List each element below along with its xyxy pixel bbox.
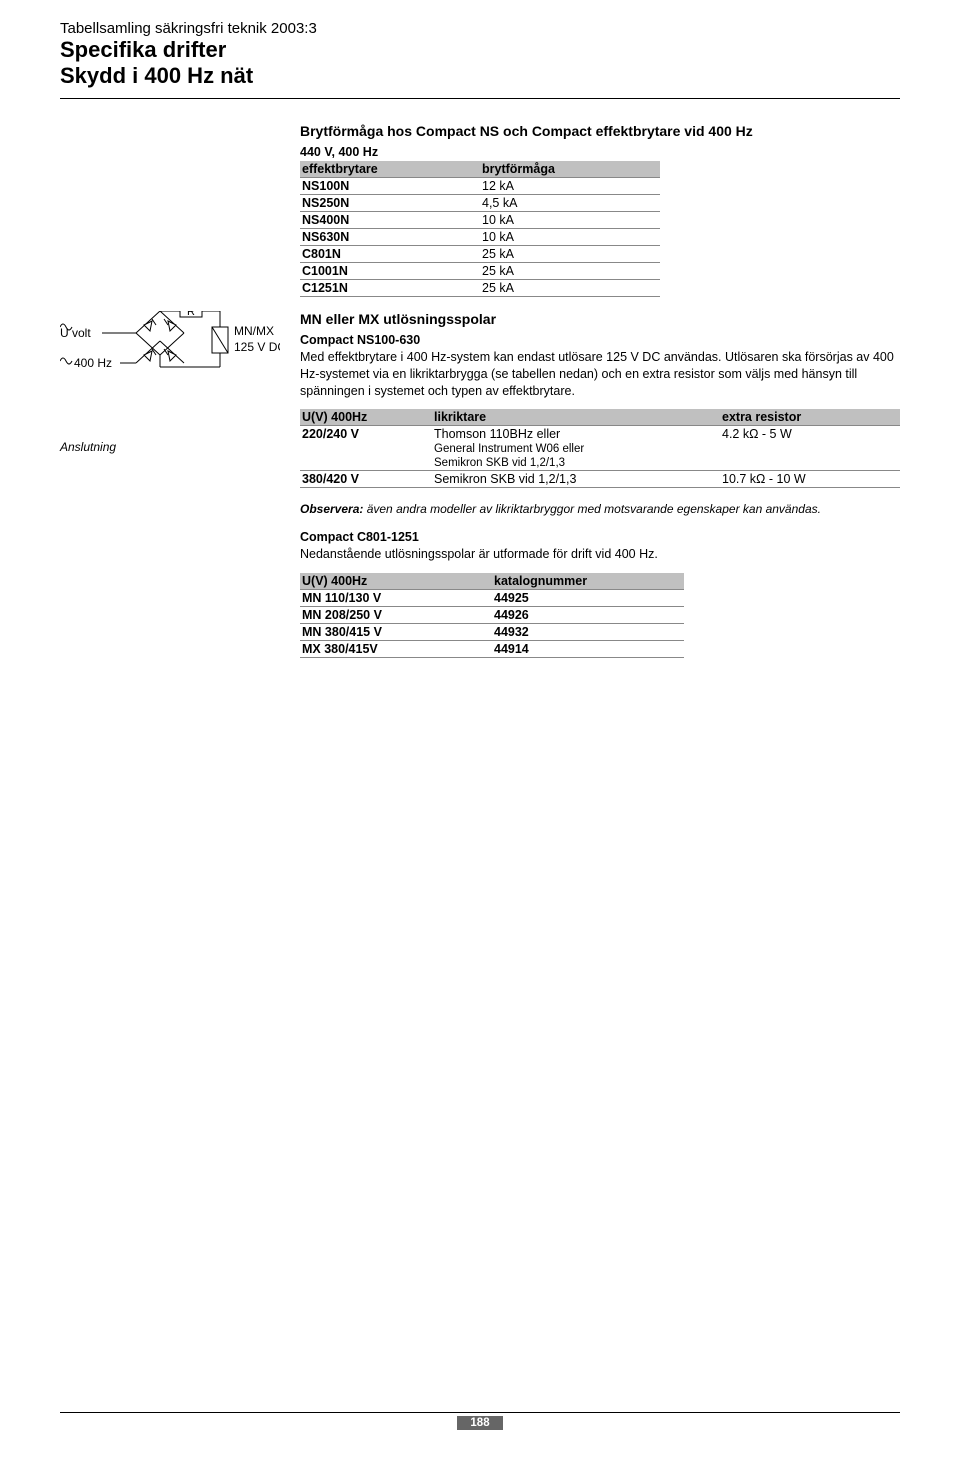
col-header: U(V) 400Hz [300, 573, 492, 590]
circuit-svg: U volt 400 Hz [60, 311, 280, 431]
connection-label: Anslutning [60, 440, 290, 454]
left-column: U volt 400 Hz [60, 123, 290, 454]
vdc-label: 125 V DC [234, 340, 280, 354]
rectifier-table: U(V) 400Hz likriktare extra resistor 220… [300, 409, 900, 488]
table-row: MN 110/130 V44925 [300, 590, 684, 607]
sup-title: Tabellsamling säkringsfri teknik 2003:3 [60, 20, 900, 37]
table-row: C1251N25 kA [300, 279, 660, 296]
col-header: brytförmåga [480, 161, 660, 178]
col-header: likriktare [432, 409, 720, 426]
table-row: NS400N10 kA [300, 211, 660, 228]
table-header-row: U(V) 400Hz likriktare extra resistor [300, 409, 900, 426]
header-divider [60, 98, 900, 99]
col-header: katalognummer [492, 573, 684, 590]
table-row: NS630N10 kA [300, 228, 660, 245]
table-row: MN 208/250 V44926 [300, 607, 684, 624]
section2-sub: Compact NS100-630 [300, 333, 900, 347]
circuit-diagram: U volt 400 Hz [60, 311, 290, 454]
table-header-row: U(V) 400Hz katalognummer [300, 573, 684, 590]
col-header: U(V) 400Hz [300, 409, 432, 426]
mnmx-label: MN/MX [234, 324, 274, 338]
sine-icon-2 [60, 358, 72, 364]
content-row-1: U volt 400 Hz [60, 123, 900, 673]
section3-text: Nedanstående utlösningsspolar är utforma… [300, 546, 900, 563]
footer-bar: 188 [60, 1412, 900, 1430]
u-volt-label: U volt [60, 326, 91, 340]
note: Observera: även andra modeller av likrik… [300, 502, 900, 516]
col-header: extra resistor [720, 409, 900, 426]
table-row: NS100N12 kA [300, 177, 660, 194]
table-row: Semikron SKB vid 1,2/1,3 [300, 456, 900, 471]
table-row: NS250N4,5 kA [300, 194, 660, 211]
section3-heading: Compact C801-1251 [300, 530, 900, 544]
r-label: R [187, 311, 195, 318]
table-row: C801N25 kA [300, 245, 660, 262]
title-line-1: Specifika drifter [60, 37, 900, 63]
breaking-capacity-table: effektbrytare brytförmåga NS100N12 kA NS… [300, 161, 660, 297]
table1-subline: 440 V, 400 Hz [300, 145, 900, 159]
table-row: 220/240 V Thomson 110BHz eller 4.2 kΩ - … [300, 426, 900, 443]
page: Tabellsamling säkringsfri teknik 2003:3 … [0, 0, 960, 672]
table-row: MX 380/415V44914 [300, 641, 684, 658]
catalog-table: U(V) 400Hz katalognummer MN 110/130 V449… [300, 573, 684, 658]
table1-heading: Brytförmåga hos Compact NS och Compact e… [300, 123, 900, 139]
col-header: effektbrytare [300, 161, 480, 178]
section2-text: Med effektbrytare i 400 Hz-system kan en… [300, 349, 900, 400]
table-row: MN 380/415 V44932 [300, 624, 684, 641]
coil-symbol [212, 327, 228, 353]
section2-heading: MN eller MX utlösningsspolar [300, 311, 900, 327]
table-header-row: effektbrytare brytförmåga [300, 161, 660, 178]
page-number: 188 [457, 1416, 503, 1430]
right-column: Brytförmåga hos Compact NS och Compact e… [300, 123, 900, 673]
title-line-2: Skydd i 400 Hz nät [60, 63, 900, 89]
table-row: 380/420 V Semikron SKB vid 1,2/1,3 10.7 … [300, 471, 900, 488]
table-row: General Instrument W06 eller [300, 442, 900, 456]
table-row: C1001N25 kA [300, 262, 660, 279]
hz-label: 400 Hz [74, 356, 112, 370]
